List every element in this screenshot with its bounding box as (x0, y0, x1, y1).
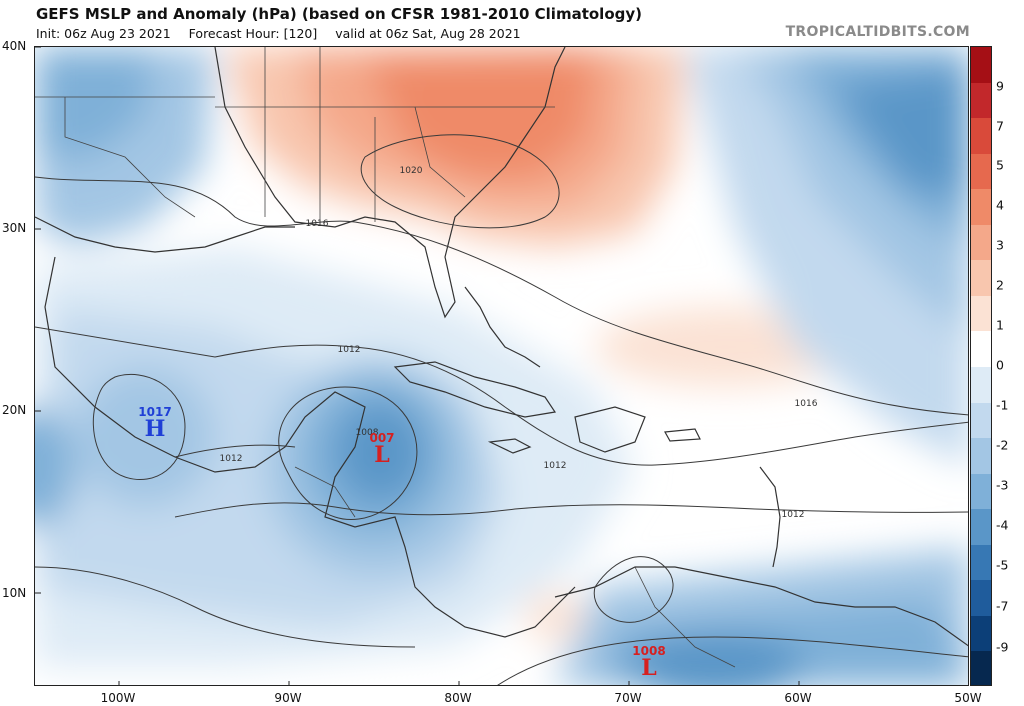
colorbar-tick-label: 1 (996, 317, 1004, 333)
colorbar-segment (971, 82, 991, 119)
colorbar-segment (971, 544, 991, 581)
high-pressure-value: 1017 (138, 405, 172, 419)
colorbar-segment (971, 509, 991, 546)
colorbar-segment (971, 367, 991, 404)
contour-label: 1016 (794, 399, 818, 409)
map-panel: 1020 1016 1012 1016 1012 1008 1012 1012 … (34, 46, 969, 686)
colorbar-tick-label: -9 (996, 639, 1009, 655)
lon-label: 60W (784, 691, 812, 705)
isobar-1016-a (35, 176, 968, 416)
chart-title: GEFS MSLP and Anomaly (hPa) (based on CF… (36, 5, 642, 23)
colorbar-segment (971, 331, 991, 368)
colorbar-segment (971, 651, 991, 685)
colorbar-tick-label: 4 (996, 197, 1004, 213)
south-america-coast (554, 566, 968, 647)
anomaly-colorbar (970, 46, 992, 686)
low-pressure-value: 1008 (632, 644, 666, 658)
colorbar-tick-label: 9 (996, 78, 1004, 94)
colorbar-segment (971, 473, 991, 510)
low-pressure-marker: 007 L (369, 431, 395, 468)
low-pressure-value: 007 (369, 431, 395, 445)
isobar-1012-c (174, 502, 968, 518)
colorbar-tick-label: -2 (996, 437, 1009, 453)
colorbar-segment (971, 47, 991, 84)
colorbar-segment (971, 260, 991, 297)
isobar-1008-b (497, 636, 968, 685)
contour-label: 1012 (781, 510, 805, 520)
lon-label: 100W (100, 691, 136, 705)
coastlines (35, 47, 968, 647)
high-pressure-marker: 1017 H (138, 405, 172, 442)
contour-label: 1012 (543, 461, 567, 471)
contour-label: 1012 (219, 454, 243, 464)
political-borders (35, 47, 736, 668)
colorbar-tick-label: 5 (996, 157, 1004, 173)
high-pressure-letter: H (144, 416, 166, 442)
cuba (393, 361, 557, 418)
lat-label: 10N (2, 586, 27, 600)
contour-label: 1016 (305, 219, 329, 229)
colorbar-tick-label: -4 (996, 517, 1009, 533)
forecast-hour: Forecast Hour: [120] (188, 26, 318, 41)
isobar-1008-sa (593, 556, 674, 623)
lat-label: 40N (2, 39, 27, 53)
colorbar-segment (971, 153, 991, 190)
colorbar-segment (971, 402, 991, 439)
map-canvas (35, 47, 968, 685)
jamaica (487, 438, 532, 454)
colorbar-tick-label: 2 (996, 277, 1004, 293)
bahamas (464, 286, 541, 368)
isobar-1012-a (35, 326, 968, 466)
lon-label: 90W (274, 691, 302, 705)
gulf-north-coast (35, 216, 295, 253)
lat-label: 30N (2, 221, 27, 235)
lon-label: 80W (444, 691, 472, 705)
us-coastline (214, 47, 566, 319)
lat-label: 20N (2, 403, 27, 417)
low-pressure-marker: 1008 L (632, 644, 666, 681)
low-pressure-letter: L (374, 442, 390, 468)
colorbar-segment (971, 189, 991, 226)
colorbar-tick-label: 3 (996, 237, 1004, 253)
colorbar-segment (971, 224, 991, 261)
graticule-ticks (35, 47, 800, 685)
low-pressure-letter: L (641, 655, 657, 681)
colorbar-tick-label: -5 (996, 557, 1009, 573)
colorbar-tick-label: 7 (996, 118, 1004, 134)
anomaly-shading (35, 47, 968, 685)
contour-label: 1020 (399, 166, 423, 176)
isobar-1012-d (35, 566, 416, 648)
mexico-central-america-coast (44, 256, 576, 638)
contour-label: 1012 (337, 345, 361, 355)
colorbar-segment (971, 118, 991, 155)
isobar-1016-high (92, 373, 186, 481)
init-time: Init: 06z Aug 23 2021 (36, 26, 171, 41)
colorbar-segment (971, 438, 991, 475)
colorbar-tick-label: -1 (996, 397, 1009, 413)
site-brand: TROPICALTIDBITS.COM (785, 24, 970, 40)
isobars (35, 134, 968, 685)
colorbar-segment (971, 580, 991, 617)
lon-label: 50W (954, 691, 982, 705)
isobar-1012-b (174, 444, 296, 458)
colorbar-tick-label: -3 (996, 477, 1009, 493)
colorbar-segment (971, 295, 991, 332)
puerto-rico (664, 428, 701, 442)
valid-time: valid at 06z Sat, Aug 28 2021 (335, 26, 521, 41)
colorbar-tick-label: 0 (996, 357, 1004, 373)
colorbar-segment (971, 615, 991, 652)
colorbar-tick-label: -7 (996, 598, 1009, 614)
isobar-1008 (278, 386, 418, 521)
isobar-1020 (360, 134, 560, 229)
lon-label: 70W (614, 691, 642, 705)
chart-subtitle: Init: 06z Aug 23 2021 Forecast Hour: [12… (36, 26, 535, 41)
lesser-antilles (759, 466, 781, 568)
contour-label: 1008 (355, 428, 379, 438)
hispaniola (574, 406, 646, 453)
